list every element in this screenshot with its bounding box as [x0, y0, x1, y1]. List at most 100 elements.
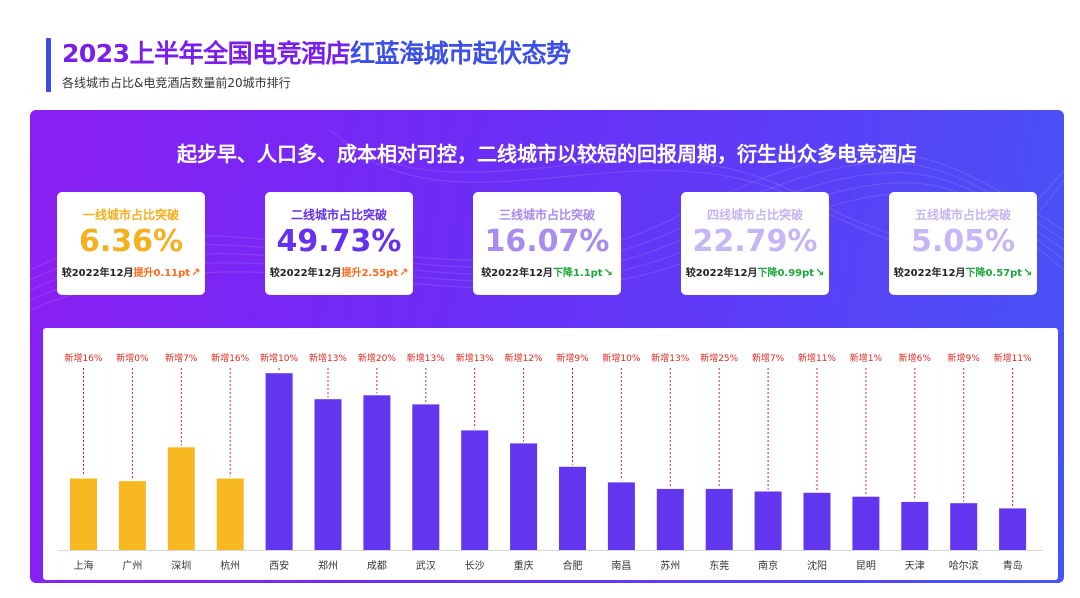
bar-annotation: 新增13%	[407, 352, 445, 364]
x-tick-label: 长沙	[465, 560, 485, 572]
arrow-down-icon: ↘	[1023, 266, 1033, 279]
stat-change: 较2022年12月提升2.55pt↗	[265, 264, 413, 279]
bar-annotation: 新增20%	[358, 352, 396, 364]
bar-广州	[118, 481, 146, 550]
x-tick-label: 杭州	[220, 559, 240, 572]
bar-annotation: 新增13%	[456, 352, 494, 364]
headline: 起步早、人口多、成本相对可控，二线城市以较短的回报周期，衍生出众多电竞酒店	[177, 142, 917, 166]
bar-苏州	[656, 488, 684, 550]
bar-深圳	[167, 447, 195, 550]
bar-天津	[901, 501, 929, 550]
x-tick-label: 合肥	[563, 559, 583, 572]
x-tick-label: 上海	[74, 559, 94, 572]
page-title-part1: 2023上半年全国电竞酒店	[62, 39, 351, 68]
bar-东莞	[705, 488, 733, 550]
x-tick-label: 郑州	[318, 559, 338, 572]
bar-annotation: 新增9%	[948, 352, 981, 364]
stat-change: 较2022年12月提升0.11pt↗	[57, 264, 205, 279]
stat-change-direction: 提升	[341, 268, 362, 279]
stat-label: 一线城市占比突破	[82, 208, 179, 222]
stat-change-prefix: 较2022年12月	[269, 268, 342, 279]
bar-annotation: 新增10%	[260, 352, 298, 364]
stat-change-prefix: 较2022年12月	[481, 268, 553, 279]
stat-change: 较2022年12月下降1.1pt↘	[473, 264, 621, 279]
stat-card-tier4: 四线城市占比突破 22.79% 较2022年12月下降0.99pt↘	[681, 192, 829, 295]
bar-annotation: 新增6%	[899, 352, 932, 364]
stat-change-prefix: 较2022年12月	[893, 268, 966, 279]
stat-value: 16.07%	[484, 224, 610, 259]
x-tick-label: 哈尔滨	[949, 559, 979, 572]
stat-label: 三线城市占比突破	[498, 208, 595, 222]
arrow-up-icon: ↗	[399, 266, 409, 279]
page-subtitle: 各线城市占比&电竞酒店数量前20城市排行	[62, 76, 291, 90]
bar-沈阳	[803, 492, 831, 550]
bar-annotation: 新增9%	[556, 352, 589, 364]
bar-annotation: 新增1%	[850, 352, 883, 364]
bar-annotation: 新增16%	[64, 352, 102, 364]
stat-card-tier1: 一线城市占比突破 6.36% 较2022年12月提升0.11pt↗	[57, 192, 205, 295]
stat-change-amount: 0.57pt	[985, 268, 1023, 279]
bar-西安	[265, 373, 293, 550]
bar-annotation: 新增11%	[798, 352, 836, 364]
x-tick-label: 东莞	[709, 559, 729, 572]
bar-annotation: 新增12%	[505, 352, 543, 364]
stat-change-amount: 0.99pt	[777, 268, 815, 279]
stat-change-amount: 1.1pt	[572, 268, 603, 279]
x-tick-label: 南京	[758, 559, 778, 572]
stat-change-prefix: 较2022年12月	[61, 268, 134, 279]
stat-change-direction: 下降	[965, 268, 986, 279]
x-tick-label: 沈阳	[807, 559, 827, 572]
stat-label: 二线城市占比突破	[290, 208, 387, 222]
bar-武汉	[412, 404, 440, 550]
x-tick-label: 青岛	[1003, 559, 1023, 572]
bar-长沙	[461, 430, 489, 550]
bar-annotation: 新增7%	[752, 352, 785, 364]
x-tick-label: 成都	[367, 560, 387, 572]
bar-annotation: 新增7%	[165, 352, 198, 364]
stat-value: 5.05%	[910, 224, 1016, 259]
arrow-down-icon: ↘	[603, 266, 613, 279]
bar-郑州	[314, 399, 342, 550]
bar-上海	[70, 478, 97, 550]
bar-南昌	[607, 482, 635, 550]
page-title-part2: 红蓝海城市起伏态势	[350, 39, 571, 68]
bar-杭州	[216, 478, 244, 550]
stat-change-direction: 提升	[133, 268, 154, 279]
bar-annotation: 新增11%	[994, 352, 1032, 364]
bar-重庆	[510, 443, 538, 550]
bar-annotation: 新增25%	[700, 352, 738, 364]
stat-value: 49.73%	[276, 224, 402, 259]
bar-昆明	[852, 496, 880, 550]
stat-label: 四线城市占比突破	[706, 208, 803, 222]
x-tick-label: 昆明	[856, 560, 876, 572]
stat-change-prefix: 较2022年12月	[685, 268, 758, 279]
bar-青岛	[999, 508, 1027, 550]
arrow-up-icon: ↗	[191, 266, 201, 279]
stat-change-amount: 2.55pt	[361, 268, 399, 279]
stat-change: 较2022年12月下降0.57pt↘	[889, 264, 1037, 279]
x-tick-label: 广州	[122, 560, 142, 572]
stat-card-tier5: 五线城市占比突破 5.05% 较2022年12月下降0.57pt↘	[889, 192, 1037, 295]
background-waves	[30, 129, 1064, 311]
arrow-down-icon: ↘	[815, 266, 825, 279]
bar-哈尔滨	[950, 503, 978, 550]
bar-annotation: 新增16%	[211, 352, 249, 364]
bar-annotation: 新增10%	[602, 352, 640, 364]
x-tick-label: 南昌	[611, 559, 631, 572]
main-panel: 起步早、人口多、成本相对可控，二线城市以较短的回报周期，衍生出众多电竞酒店 一线…	[30, 110, 1064, 583]
stat-change-direction: 下降	[757, 268, 778, 279]
bar-南京	[754, 491, 782, 550]
x-tick-label: 重庆	[514, 559, 534, 572]
x-tick-label: 天津	[905, 560, 925, 572]
bar-chart-container: 新增16% 上海 新增0% 广州 新增7% 深圳 新增16% 杭州 新增10% 西安 新增13% 郑州…	[43, 328, 1058, 580]
stat-value: 6.36%	[78, 224, 184, 259]
stat-label: 五线城市占比突破	[914, 208, 1011, 222]
stat-change: 较2022年12月下降0.99pt↘	[681, 264, 829, 279]
x-tick-label: 深圳	[171, 560, 191, 572]
page-title: 2023上半年全国电竞酒店红蓝海城市起伏态势	[62, 34, 571, 70]
x-tick-label: 武汉	[416, 559, 436, 572]
bar-annotation: 新增13%	[651, 352, 689, 364]
bar-合肥	[559, 466, 586, 550]
bar-annotation: 新增0%	[116, 352, 149, 364]
bar-成都	[363, 395, 391, 550]
